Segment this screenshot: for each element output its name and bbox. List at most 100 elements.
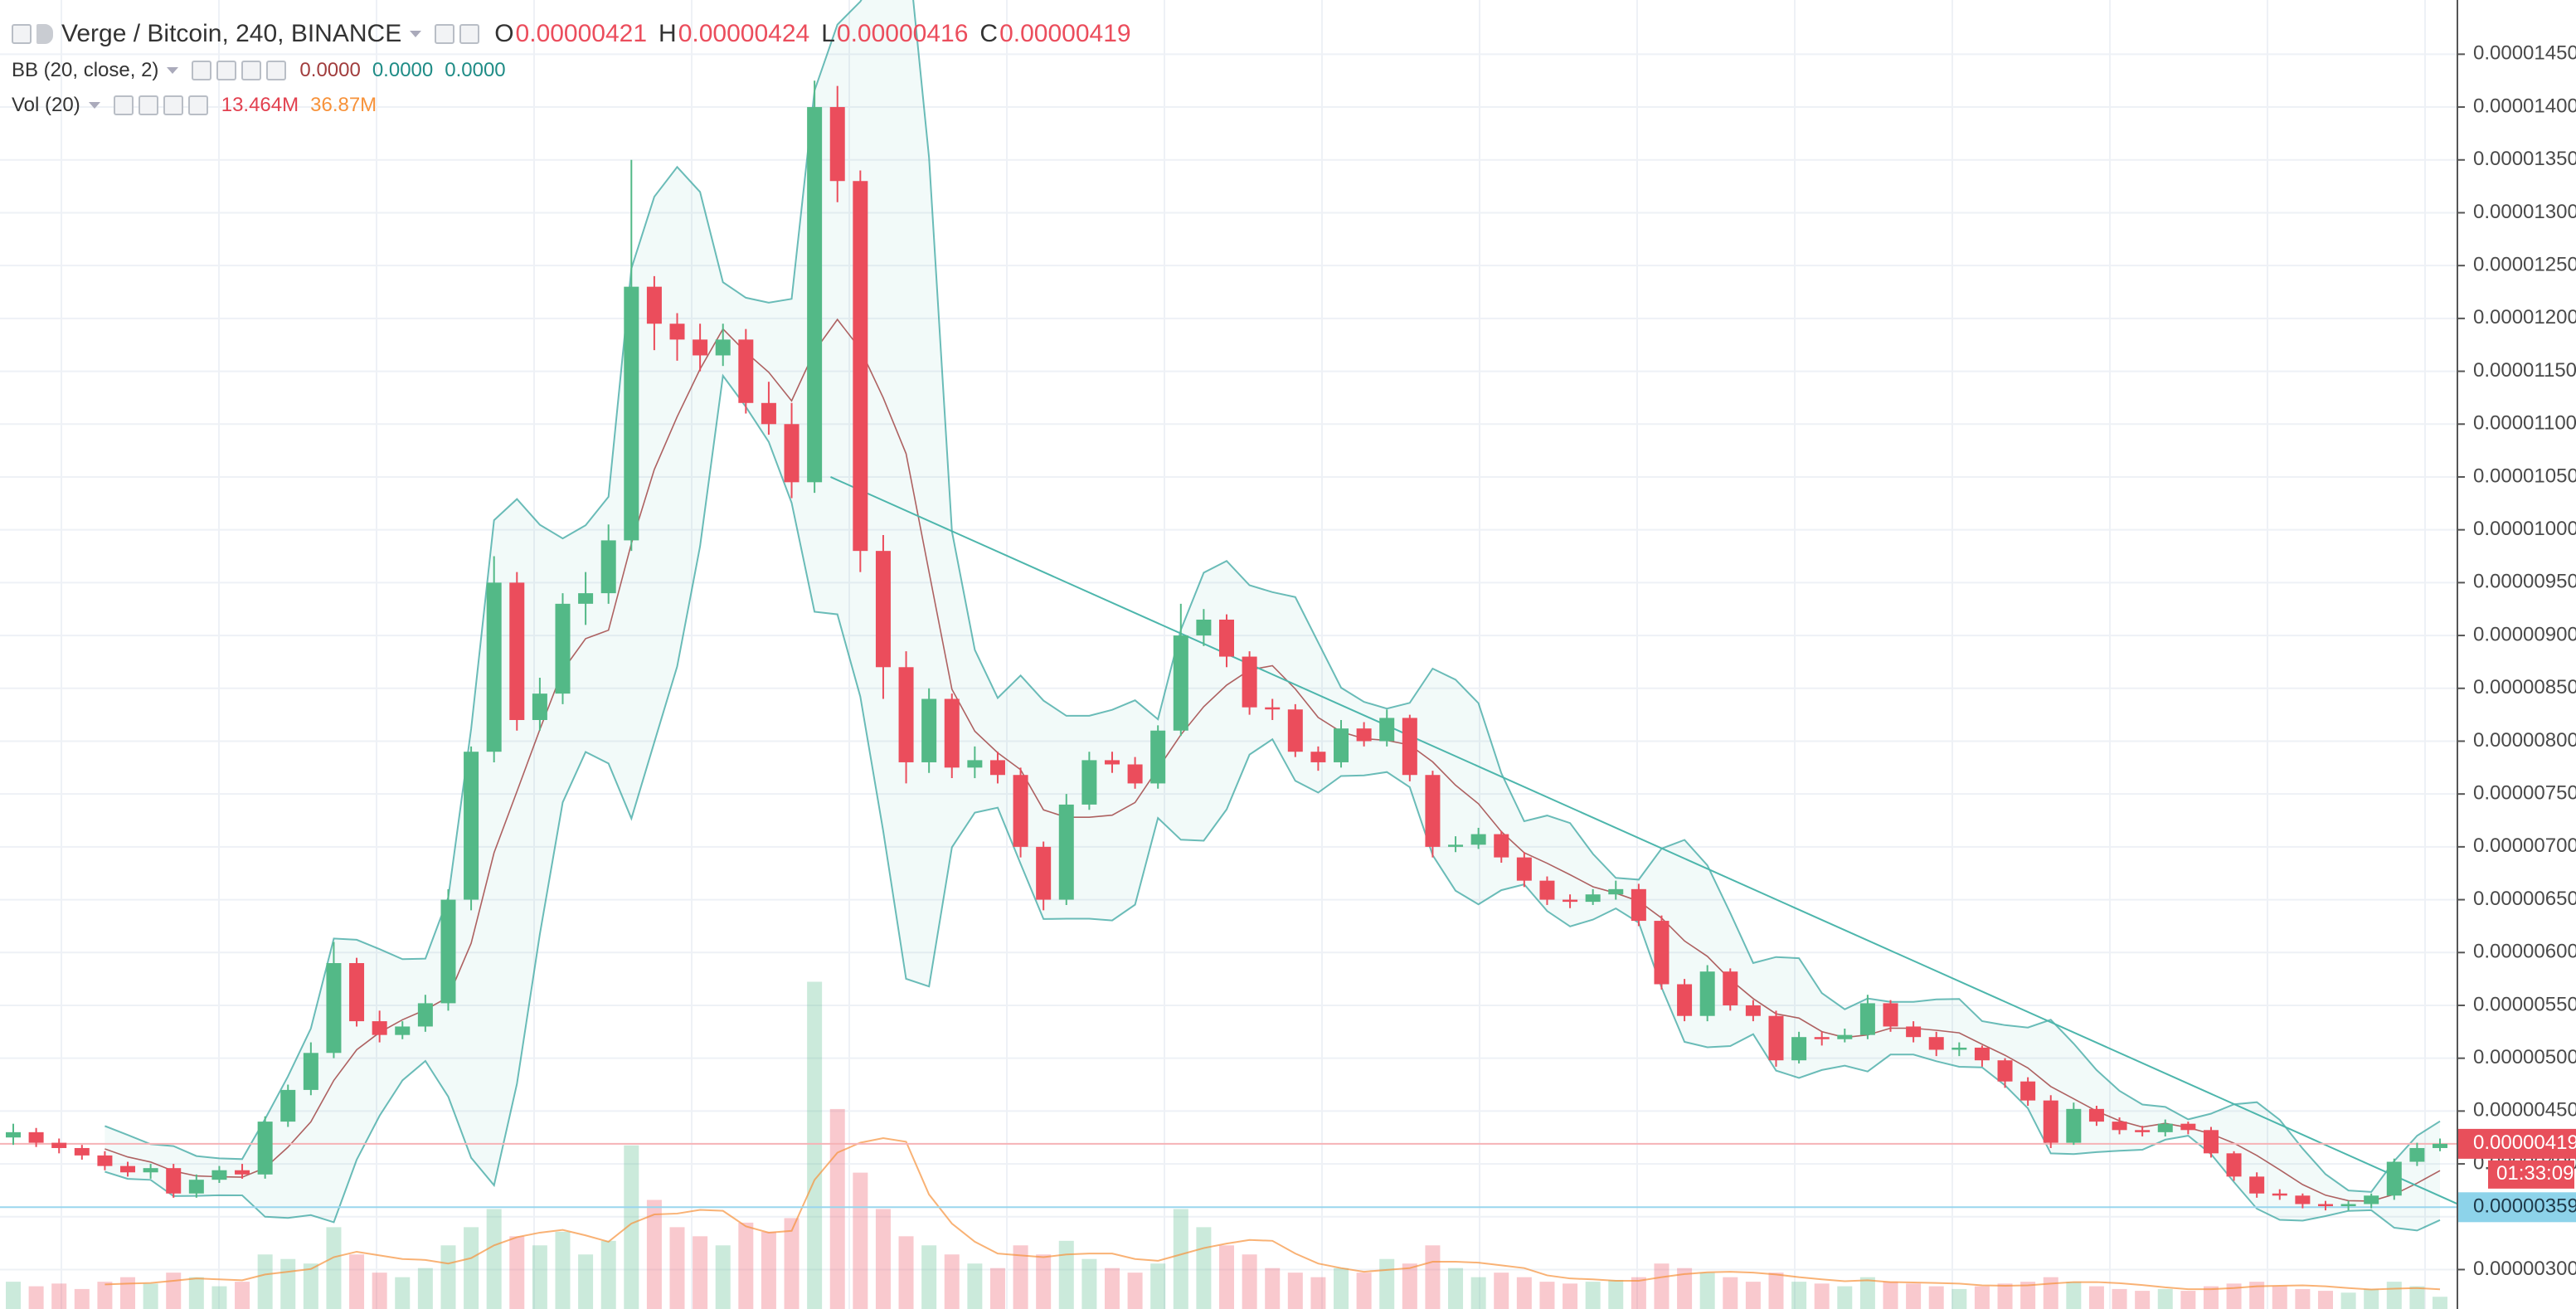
bb-lower <box>104 373 2441 1232</box>
volume-bar <box>1539 1282 1555 1309</box>
volume-bar <box>1928 1286 1944 1309</box>
candle-body <box>395 1026 411 1035</box>
candle-body <box>1539 880 1555 900</box>
candle-body <box>1677 984 1693 1016</box>
candle-body <box>1516 857 1532 881</box>
volume-bar <box>349 1254 365 1309</box>
volume-bar <box>1150 1263 1166 1309</box>
candle-body <box>2409 1147 2425 1162</box>
volume-bar <box>555 1231 571 1309</box>
volume-bar <box>464 1227 479 1309</box>
candle-body <box>6 1131 21 1138</box>
y-tick-label: 0.00000750 <box>2473 782 2576 805</box>
volume-ma <box>104 1136 2441 1291</box>
volume-bar <box>1356 1273 1372 1309</box>
candle-body <box>875 551 891 668</box>
candle-body <box>693 339 708 356</box>
candle-body <box>1310 752 1326 762</box>
y-tick-label: 0.00000300 <box>2473 1258 2576 1280</box>
ohlc-value: 0.00000416 <box>836 20 969 47</box>
candle-body <box>211 1170 227 1180</box>
candle-body <box>1928 1037 1944 1050</box>
volume-bar <box>372 1273 387 1309</box>
volume-bar <box>807 981 823 1309</box>
eye-button[interactable] <box>435 24 455 44</box>
candle-body <box>28 1131 44 1143</box>
candle-body <box>1265 707 1281 710</box>
y-tick-label: 0.00001300 <box>2473 201 2576 223</box>
candle-body <box>2249 1176 2265 1194</box>
volume-bar <box>2112 1288 2127 1309</box>
volume-bar <box>829 1108 845 1309</box>
volume-bar <box>1058 1240 1074 1309</box>
y-tick-label: 0.00000700 <box>2473 835 2576 857</box>
indicator-value: 0.0000 <box>299 59 361 81</box>
indicator-value: 36.87M <box>310 94 377 116</box>
candle-body <box>2340 1204 2356 1207</box>
y-tick-label: 0.00001100 <box>2473 412 2576 435</box>
candle-body <box>1196 619 1212 636</box>
volume-bar <box>2226 1283 2242 1309</box>
candle-body <box>715 339 731 356</box>
volume-bar <box>1127 1273 1143 1309</box>
candle-body <box>1791 1037 1807 1061</box>
settings-button[interactable] <box>459 24 480 44</box>
candle-body <box>1356 728 1372 742</box>
candle-body <box>1997 1060 2013 1082</box>
candle-body <box>51 1142 67 1148</box>
volume-bar <box>1745 1282 1761 1309</box>
collapse-button[interactable] <box>12 24 32 44</box>
ohlc-value: 0.00000424 <box>678 20 810 47</box>
candle-body <box>532 693 547 720</box>
indicator-row: Vol (20) 13.464M 36.87M <box>12 88 1143 123</box>
volume-bar <box>1699 1273 1715 1309</box>
dropdown[interactable] <box>167 67 179 74</box>
marker-box <box>2458 1192 2576 1223</box>
volume-bar <box>693 1236 708 1309</box>
countdown-label: 01:33:09 <box>2496 1162 2574 1185</box>
indicator-button[interactable] <box>241 61 262 80</box>
candle-body <box>1448 844 1464 847</box>
y-tick-label: 0.00001050 <box>2473 465 2576 487</box>
indicator-button[interactable] <box>187 95 208 115</box>
y-tick-label: 0.00000800 <box>2473 729 2576 752</box>
volume-bar <box>1791 1282 1807 1309</box>
indicator-name: BB (20, close, 2) <box>12 59 159 81</box>
candle-body <box>578 593 594 604</box>
volume-bar <box>74 1288 90 1309</box>
volume-bar <box>2066 1282 2082 1309</box>
candle-body <box>1951 1047 1967 1050</box>
candle-body <box>2112 1122 2127 1131</box>
dropdown[interactable] <box>410 31 422 37</box>
dropdown[interactable] <box>88 102 100 109</box>
candle-body <box>2203 1130 2219 1154</box>
volume-bar <box>600 1240 616 1309</box>
indicator-button[interactable] <box>138 95 158 115</box>
volume-bar <box>2249 1282 2265 1309</box>
volume-bar <box>1563 1283 1578 1309</box>
indicator-button[interactable] <box>163 95 183 115</box>
indicator-button[interactable] <box>266 61 287 80</box>
candle-body <box>1470 834 1486 845</box>
indicator-button[interactable] <box>216 61 237 80</box>
ohlc-value: 0.00000421 <box>515 20 648 47</box>
candle-body <box>921 698 937 762</box>
candle-body <box>853 181 868 552</box>
candle-body <box>235 1170 250 1175</box>
candle-body <box>1081 760 1097 805</box>
volume-bar <box>1265 1268 1281 1309</box>
candle-body <box>2043 1100 2058 1143</box>
volume-bar <box>395 1277 411 1309</box>
volume-bar <box>2386 1282 2402 1309</box>
indicator-button[interactable] <box>113 95 134 115</box>
volume-bar <box>509 1236 525 1309</box>
volume-bar <box>784 1218 800 1309</box>
volume-bar <box>2088 1286 2104 1309</box>
indicator-button[interactable] <box>192 61 212 80</box>
candle-body <box>967 760 983 768</box>
flag-button[interactable] <box>36 24 53 44</box>
candle-body <box>188 1180 204 1194</box>
volume-bar <box>853 1172 868 1309</box>
y-tick-label: 0.00000500 <box>2473 1046 2576 1068</box>
y-tick-label: 0.00000450 <box>2473 1099 2576 1122</box>
